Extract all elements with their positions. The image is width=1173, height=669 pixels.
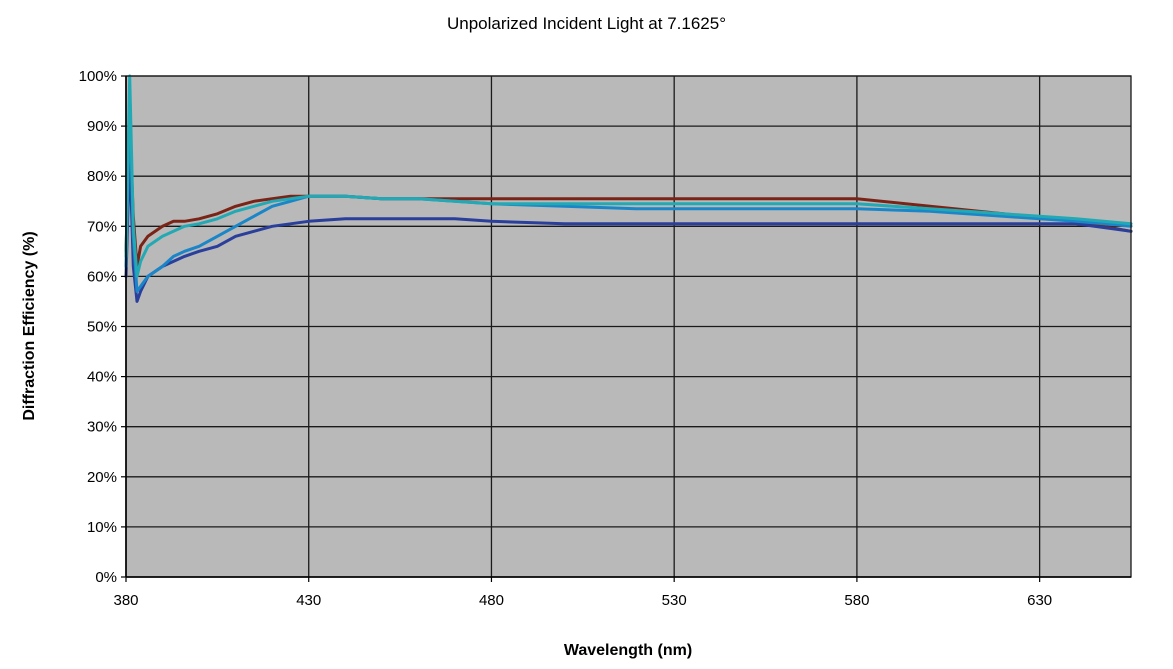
- x-tick-label: 630: [1027, 592, 1052, 609]
- y-tick-label: 100%: [79, 68, 117, 85]
- tick-labels: 0% 10% 20% 30% 40% 50% 60% 70% 80% 90% 100% 380 430 4…: [79, 68, 1053, 609]
- y-tick-label: 30%: [87, 419, 117, 436]
- series-line-4: [124, 74, 1133, 278]
- y-tick-label: 50%: [87, 319, 117, 336]
- x-tick-label: 530: [662, 592, 687, 609]
- series-line-3: [124, 99, 1133, 293]
- chart-title: Unpolarized Incident Light at 7.1625°: [447, 14, 726, 33]
- y-tick-label: 80%: [87, 168, 117, 185]
- x-tick-label: 480: [479, 592, 504, 609]
- y-tick-label: 10%: [87, 519, 117, 536]
- y-tick-label: 60%: [87, 268, 117, 285]
- series-layer: [124, 74, 1133, 303]
- series-line-1: [124, 124, 1133, 268]
- y-tick-label: 70%: [87, 218, 117, 235]
- x-tick-label: 430: [296, 592, 321, 609]
- x-tick-label: 580: [844, 592, 869, 609]
- y-tick-label: 90%: [87, 118, 117, 135]
- y-tick-label: 20%: [87, 469, 117, 486]
- y-tick-label: 40%: [87, 369, 117, 386]
- axes: [121, 75, 1132, 582]
- x-tick-label: 380: [113, 592, 138, 609]
- y-tick-label: 0%: [95, 569, 117, 586]
- x-axis-label: Wavelength (nm): [563, 642, 693, 659]
